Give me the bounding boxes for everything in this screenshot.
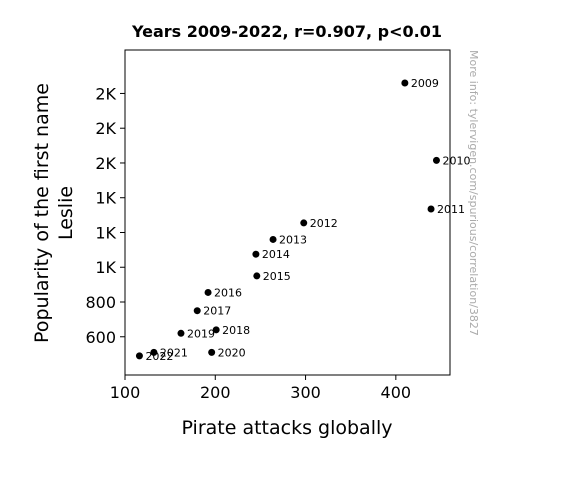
x-tick-label: 300 [290,383,321,402]
y-axis-label-line-2: Leslie [55,186,77,240]
y-axis-label-line-1: Popularity of the first name [31,83,53,343]
y-tick-label: 600 [85,328,116,347]
data-point [204,288,212,296]
data-point-label: 2019 [187,327,215,340]
data-point-label: 2017 [203,305,231,318]
data-point-label: 2021 [160,346,188,359]
y-tick-label: 2K [95,84,116,103]
data-point [135,352,143,360]
y-tick-label: 800 [85,293,116,312]
data-point-label: 2013 [279,233,307,246]
data-point [150,348,158,356]
data-point [252,250,260,258]
data-point-label: 2014 [262,248,290,261]
y-axis-label: Popularity of the first name Leslie [31,83,77,343]
data-point-label: 2010 [442,154,470,167]
plot-area [124,49,451,376]
source-watermark: More info: tylervigen.com/spurious/corre… [467,50,480,336]
y-tick-label: 2K [95,119,116,138]
chart-title: Years 2009-2022, r=0.907, p<0.01 [131,22,442,41]
y-tick-label: 1K [95,223,116,242]
x-axis-label: Pirate attacks globally [182,417,393,439]
data-point-label: 2011 [437,203,465,216]
data-point [432,156,440,164]
x-axis-ticks: 100 200 300 400 [110,375,411,402]
data-point-label: 2012 [310,217,338,230]
data-point-label: 2020 [218,346,246,359]
y-tick-label: 1K [95,258,116,277]
x-tick-label: 400 [381,383,412,402]
data-point-label: 2009 [411,77,439,90]
data-point [401,79,409,87]
data-point-label: 2022 [145,350,173,363]
data-point [269,235,277,243]
data-point-label: 2015 [263,270,291,283]
data-point [427,205,435,213]
x-tick-label: 200 [200,383,231,402]
data-point [177,329,185,337]
data-point [253,272,261,280]
x-tick-label: 100 [110,383,141,402]
data-point [300,219,308,227]
data-point-label: 2018 [222,324,250,337]
data-point [208,348,216,356]
data-point [193,307,201,315]
y-axis-ticks: 600 800 1K 1K 1K 2K 2K 2K [85,84,125,347]
data-point-label: 2016 [214,286,242,299]
data-point [212,326,220,334]
y-tick-label: 1K [95,189,116,208]
y-tick-label: 2K [95,154,116,173]
